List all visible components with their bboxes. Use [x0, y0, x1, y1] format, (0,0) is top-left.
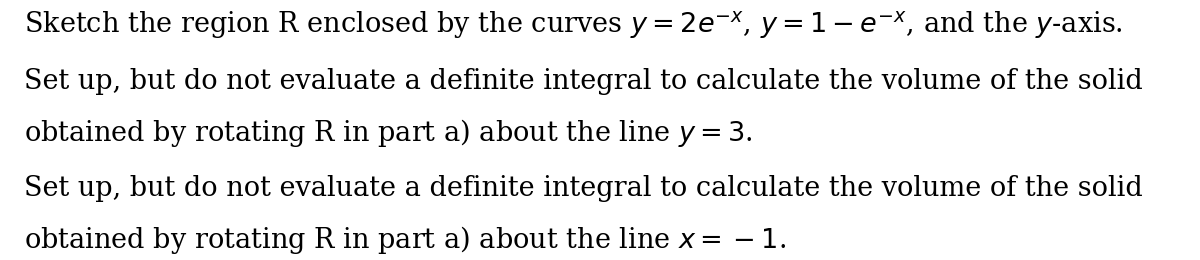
Text: obtained by rotating R in part a) about the line $y = 3$.: obtained by rotating R in part a) about … [24, 116, 752, 149]
Text: Sketch the region R enclosed by the curves $y = 2e^{-x}$, $y = 1 - e^{-x}$, and : Sketch the region R enclosed by the curv… [24, 9, 1123, 41]
Text: Set up, but do not evaluate a definite integral to calculate the volume of the s: Set up, but do not evaluate a definite i… [24, 68, 1142, 95]
Text: obtained by rotating R in part a) about the line $x = -1$.: obtained by rotating R in part a) about … [24, 224, 786, 256]
Text: Set up, but do not evaluate a definite integral to calculate the volume of the s: Set up, but do not evaluate a definite i… [24, 175, 1142, 202]
